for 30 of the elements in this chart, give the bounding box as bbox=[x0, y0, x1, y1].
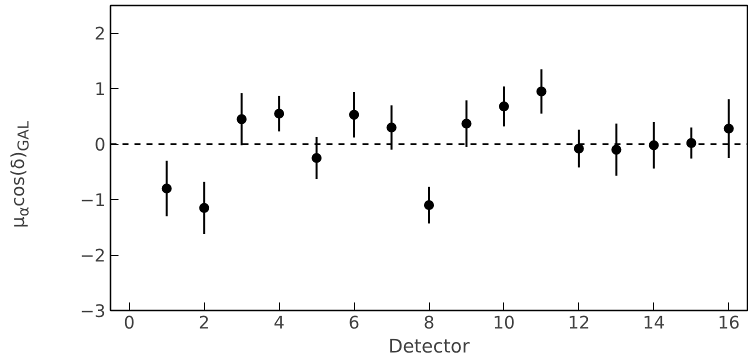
point bbox=[386, 122, 397, 132]
x-tick-label: 6 bbox=[348, 314, 360, 334]
point bbox=[461, 118, 472, 129]
point bbox=[611, 144, 622, 155]
point bbox=[162, 184, 172, 194]
x-tick-label: 12 bbox=[568, 314, 590, 334]
y-tick-label: −3 bbox=[80, 302, 106, 322]
point bbox=[349, 110, 360, 120]
point bbox=[199, 202, 210, 213]
x-tick-label: 4 bbox=[274, 314, 285, 334]
point bbox=[424, 200, 434, 210]
point bbox=[574, 144, 584, 154]
x-tick-label: 16 bbox=[718, 314, 740, 334]
y-tick-label: −1 bbox=[80, 191, 106, 212]
y-tick-label: −2 bbox=[80, 246, 106, 267]
x-tick-label: 8 bbox=[423, 314, 435, 334]
point bbox=[498, 101, 509, 112]
y-tick-label: 2 bbox=[94, 24, 106, 45]
point bbox=[724, 124, 734, 134]
x-tick-label: 14 bbox=[642, 314, 665, 334]
y-tick-label: 0 bbox=[94, 136, 106, 156]
x-tick-label: 0 bbox=[124, 314, 135, 334]
y-tick-label: 1 bbox=[94, 80, 106, 100]
x-tick-label: 10 bbox=[492, 314, 515, 334]
point bbox=[236, 114, 247, 124]
x-axis-title: Detector bbox=[388, 336, 470, 358]
point bbox=[536, 86, 546, 96]
x-tick-label: 2 bbox=[198, 314, 210, 334]
point bbox=[274, 108, 284, 119]
point bbox=[312, 153, 322, 163]
